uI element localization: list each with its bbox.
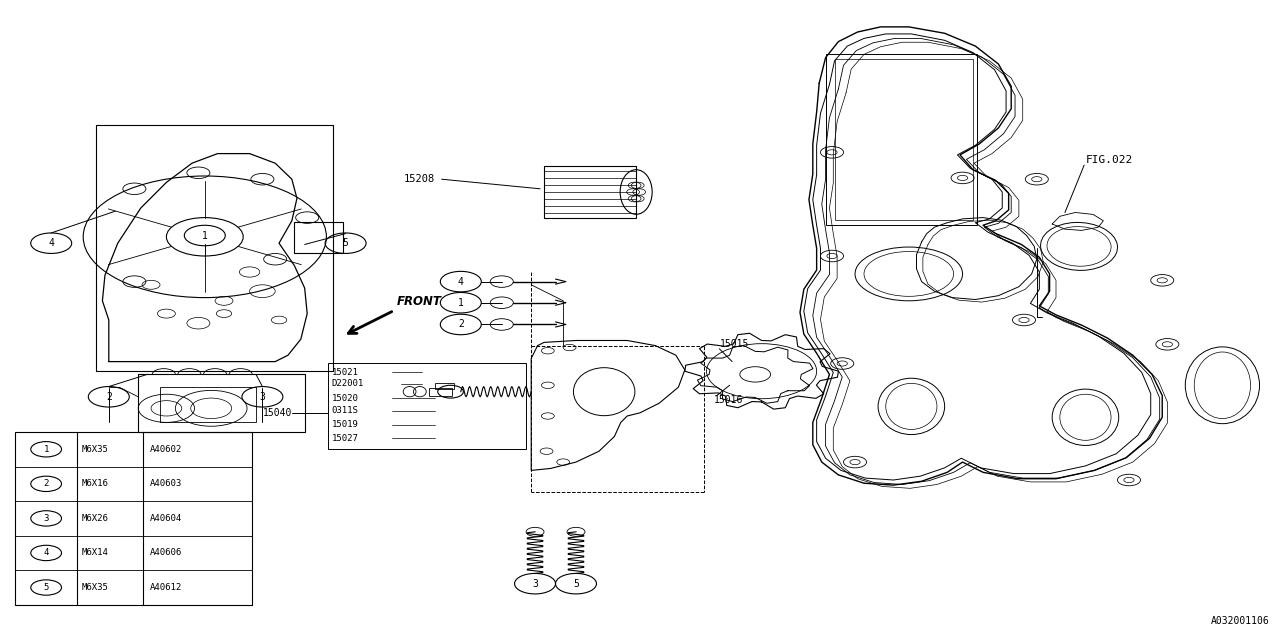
Bar	[835, 59, 973, 220]
Bar	[138, 374, 305, 432]
Text: 15015: 15015	[719, 339, 749, 349]
Text: M6X35: M6X35	[82, 445, 109, 454]
Text: 3: 3	[260, 392, 265, 402]
Text: 3: 3	[532, 579, 538, 589]
Bar	[15, 432, 252, 605]
Text: 5: 5	[343, 238, 348, 248]
Text: M6X14: M6X14	[82, 548, 109, 557]
Text: A40602: A40602	[150, 445, 182, 454]
Text: 15021: 15021	[332, 368, 358, 377]
Text: 15019: 15019	[332, 420, 358, 429]
Bar	[435, 383, 454, 389]
Bar	[160, 387, 256, 422]
Text: 15020: 15020	[332, 394, 358, 403]
Text: M6X26: M6X26	[82, 514, 109, 523]
Text: FRONT: FRONT	[397, 296, 442, 308]
Bar	[544, 166, 636, 218]
Text: A032001106: A032001106	[1211, 616, 1270, 626]
Bar	[96, 125, 333, 371]
Text: M6X35: M6X35	[82, 583, 109, 592]
Text: 1: 1	[44, 445, 49, 454]
Text: 4: 4	[458, 276, 463, 287]
Text: 4: 4	[49, 238, 54, 248]
Bar	[826, 54, 977, 225]
Text: 5: 5	[44, 583, 49, 592]
Text: 15027: 15027	[332, 434, 358, 443]
Text: A40603: A40603	[150, 479, 182, 488]
Text: 4: 4	[44, 548, 49, 557]
Text: A40606: A40606	[150, 548, 182, 557]
Text: 2: 2	[106, 392, 111, 402]
Bar	[294, 222, 343, 253]
Text: A40604: A40604	[150, 514, 182, 523]
Text: M6X16: M6X16	[82, 479, 109, 488]
Text: A40612: A40612	[150, 583, 182, 592]
Bar	[429, 388, 452, 396]
Text: 15016: 15016	[714, 395, 744, 405]
Text: 0311S: 0311S	[332, 406, 358, 415]
Text: 1: 1	[202, 230, 207, 241]
Text: 5: 5	[573, 579, 579, 589]
Text: 15040: 15040	[262, 408, 292, 418]
Text: 2: 2	[44, 479, 49, 488]
Text: 1: 1	[458, 298, 463, 308]
Text: FIG.022: FIG.022	[1085, 155, 1133, 165]
Text: 3: 3	[44, 514, 49, 523]
Bar	[328, 363, 526, 449]
Text: D22001: D22001	[332, 380, 364, 388]
Text: 15208: 15208	[404, 174, 435, 184]
Text: 2: 2	[458, 319, 463, 330]
